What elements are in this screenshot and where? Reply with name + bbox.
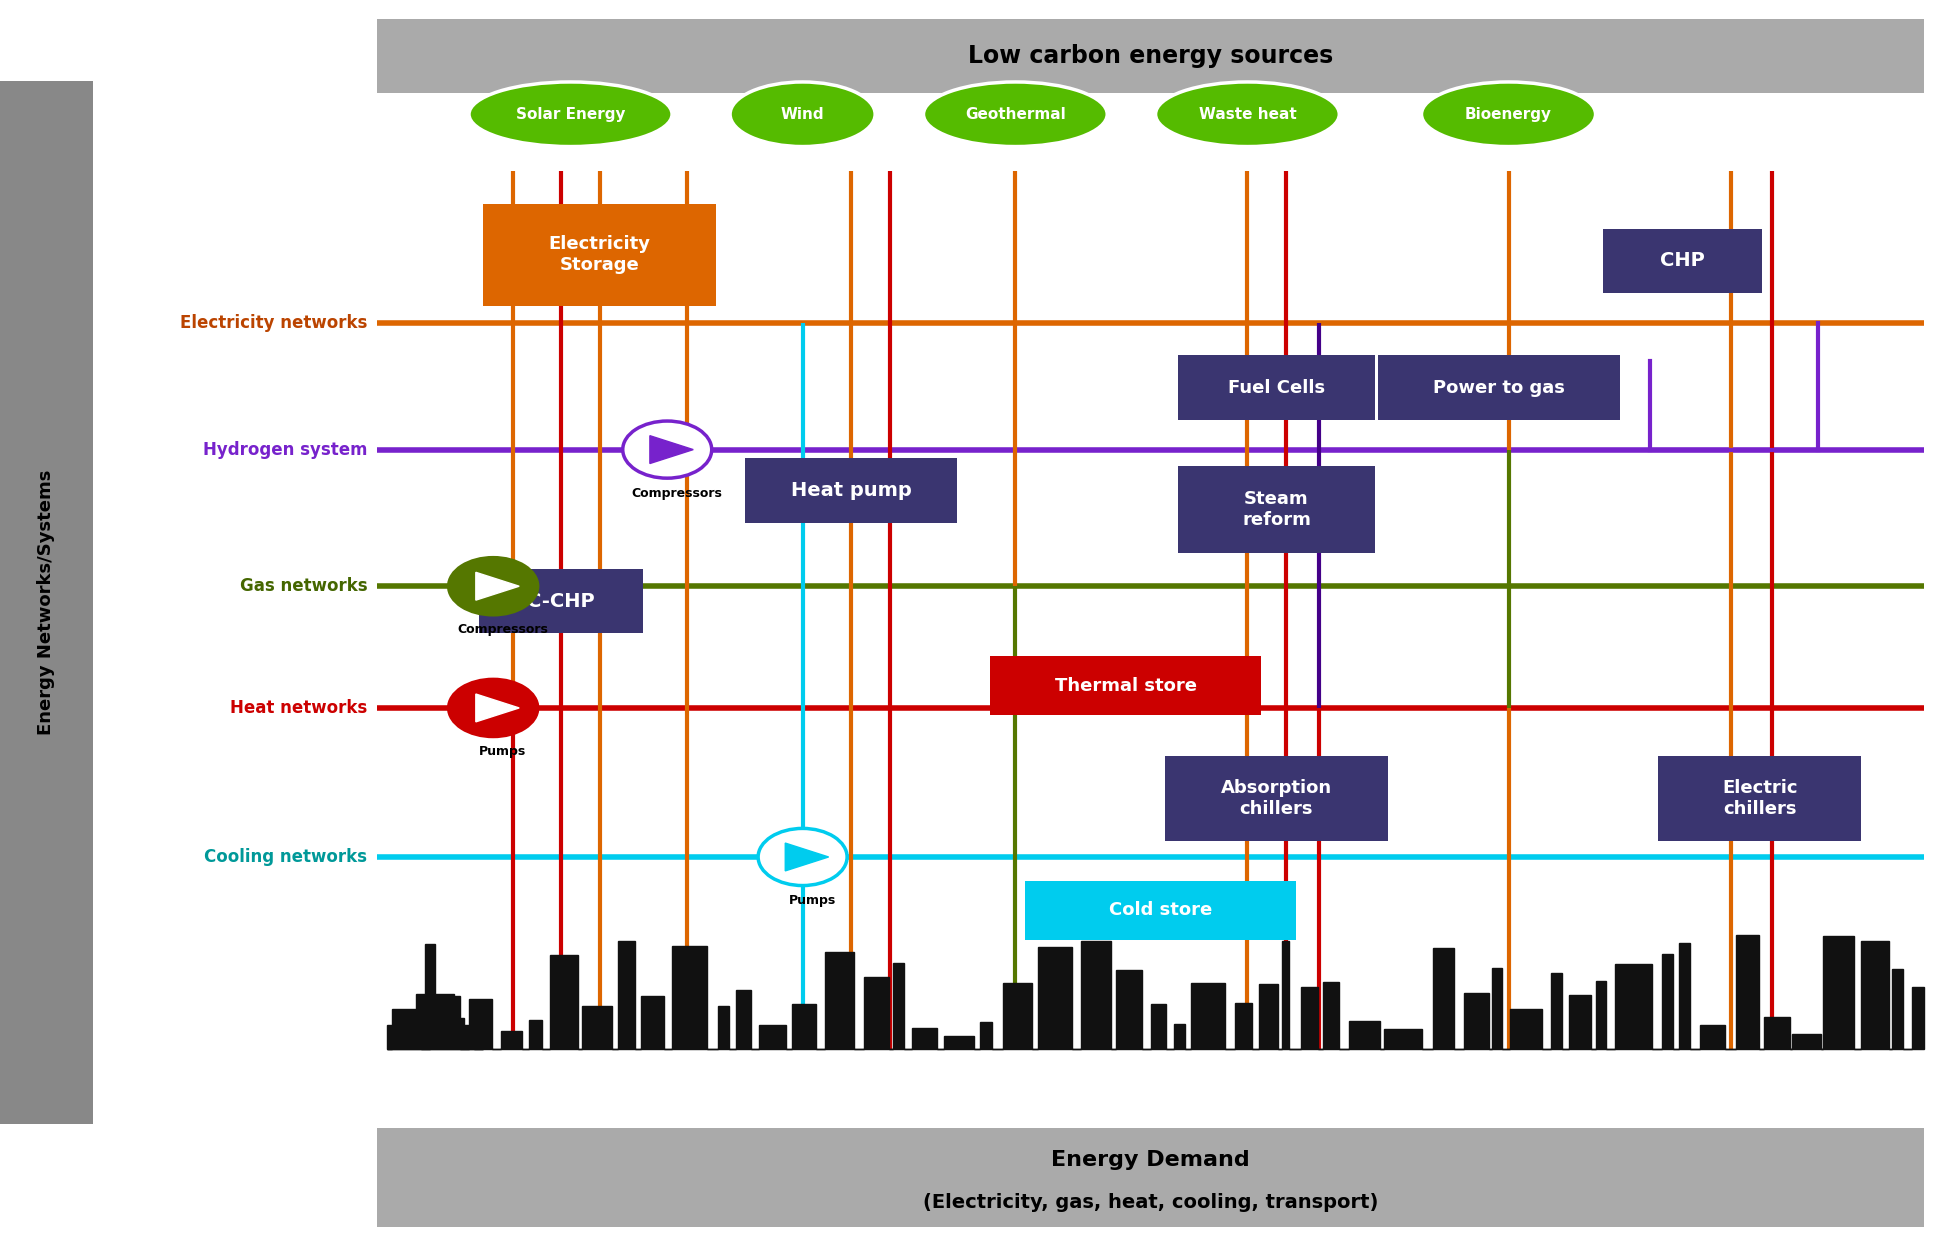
Polygon shape — [650, 436, 692, 463]
Text: Bioenergy: Bioenergy — [1466, 107, 1551, 122]
Polygon shape — [785, 843, 828, 871]
FancyBboxPatch shape — [1377, 355, 1621, 420]
Text: Power to gas: Power to gas — [1433, 379, 1565, 396]
Text: Heat pump: Heat pump — [791, 481, 911, 501]
Text: Solar Energy: Solar Energy — [516, 107, 625, 122]
FancyBboxPatch shape — [1025, 881, 1296, 940]
Text: Waste heat: Waste heat — [1199, 107, 1296, 122]
Text: Absorption
chillers: Absorption chillers — [1220, 779, 1333, 818]
FancyBboxPatch shape — [0, 81, 93, 1124]
Text: Cooling networks: Cooling networks — [205, 848, 367, 866]
FancyBboxPatch shape — [377, 1128, 1924, 1227]
Text: Electricity
Storage: Electricity Storage — [549, 235, 650, 274]
Polygon shape — [476, 694, 518, 722]
Text: Steam
reform: Steam reform — [1242, 489, 1311, 529]
Text: Energy Networks/Systems: Energy Networks/Systems — [37, 469, 56, 735]
FancyBboxPatch shape — [1603, 229, 1762, 293]
Circle shape — [623, 421, 712, 478]
Text: Electricity networks: Electricity networks — [180, 314, 367, 332]
Text: Wind: Wind — [781, 107, 824, 122]
Text: CHP: CHP — [1659, 251, 1706, 271]
FancyBboxPatch shape — [1178, 355, 1375, 420]
Text: Compressors: Compressors — [632, 487, 721, 499]
Text: Gas networks: Gas networks — [240, 578, 367, 595]
Ellipse shape — [924, 82, 1106, 147]
FancyBboxPatch shape — [1659, 756, 1861, 841]
FancyBboxPatch shape — [1178, 466, 1375, 553]
Text: Pumps: Pumps — [789, 894, 835, 907]
FancyBboxPatch shape — [745, 458, 957, 523]
FancyBboxPatch shape — [1164, 756, 1389, 841]
Polygon shape — [387, 935, 1924, 1049]
Circle shape — [449, 679, 538, 737]
Text: Energy Demand: Energy Demand — [1052, 1150, 1249, 1170]
Ellipse shape — [1421, 82, 1596, 147]
Text: Pumps: Pumps — [480, 745, 526, 758]
Text: Fuel Cells: Fuel Cells — [1228, 379, 1325, 396]
Text: Compressors: Compressors — [458, 623, 547, 636]
Text: Low carbon energy sources: Low carbon energy sources — [969, 43, 1333, 68]
FancyBboxPatch shape — [480, 569, 642, 633]
Text: Electric
chillers: Electric chillers — [1721, 779, 1799, 818]
Text: C-CHP: C-CHP — [528, 591, 594, 611]
Text: Geothermal: Geothermal — [965, 107, 1066, 122]
Polygon shape — [476, 573, 518, 600]
Circle shape — [449, 558, 538, 615]
Text: Heat networks: Heat networks — [230, 699, 367, 717]
FancyBboxPatch shape — [484, 204, 716, 306]
FancyBboxPatch shape — [990, 656, 1261, 715]
Text: (Electricity, gas, heat, cooling, transport): (Electricity, gas, heat, cooling, transp… — [923, 1192, 1379, 1212]
Ellipse shape — [1155, 82, 1338, 147]
Ellipse shape — [468, 82, 671, 147]
Text: Thermal store: Thermal store — [1054, 677, 1197, 694]
Text: Cold store: Cold store — [1108, 902, 1213, 919]
Polygon shape — [387, 944, 484, 1049]
FancyBboxPatch shape — [377, 19, 1924, 93]
Ellipse shape — [731, 82, 874, 147]
Text: Hydrogen system: Hydrogen system — [203, 441, 367, 458]
Circle shape — [758, 828, 847, 886]
